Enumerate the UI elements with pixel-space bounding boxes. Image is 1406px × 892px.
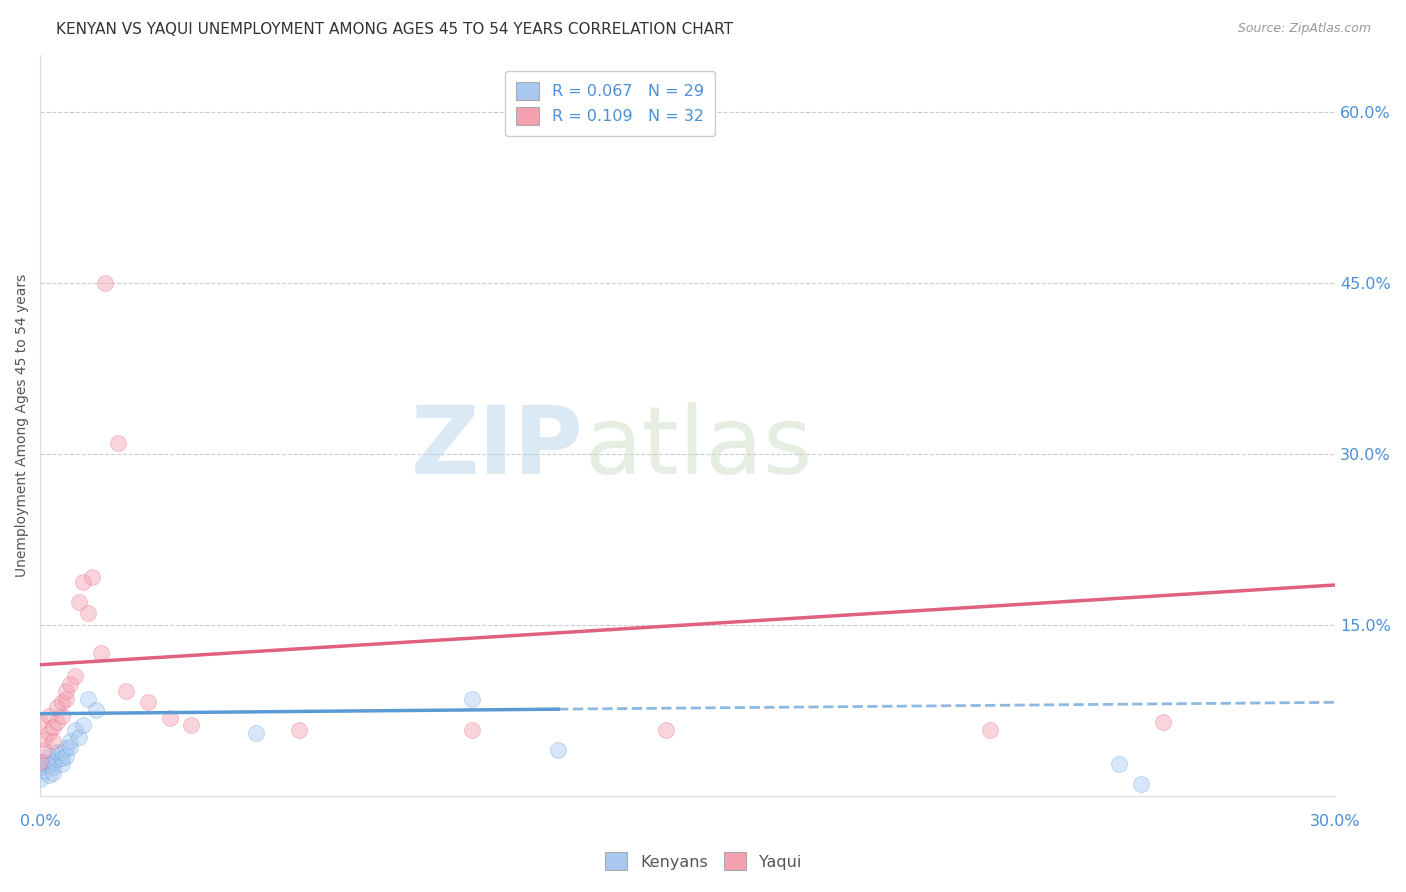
Point bbox=[42, 766, 65, 780]
Point bbox=[76, 607, 98, 621]
Point bbox=[159, 711, 181, 725]
Point bbox=[461, 692, 484, 706]
Point bbox=[461, 723, 484, 737]
Point bbox=[84, 703, 107, 717]
Point bbox=[1130, 777, 1153, 791]
Point bbox=[42, 760, 65, 774]
Point bbox=[55, 684, 77, 698]
Point bbox=[30, 714, 52, 729]
Point bbox=[34, 755, 56, 769]
Point bbox=[51, 746, 73, 760]
Point bbox=[42, 720, 65, 734]
Point bbox=[34, 764, 56, 778]
Point bbox=[46, 752, 69, 766]
Text: 30.0%: 30.0% bbox=[1310, 814, 1361, 830]
Point bbox=[38, 768, 60, 782]
Point bbox=[38, 709, 60, 723]
Point bbox=[76, 692, 98, 706]
Text: Source: ZipAtlas.com: Source: ZipAtlas.com bbox=[1237, 22, 1371, 36]
Point bbox=[30, 772, 52, 786]
Point bbox=[34, 743, 56, 757]
Point bbox=[46, 714, 69, 729]
Point bbox=[59, 734, 82, 748]
Point bbox=[51, 695, 73, 709]
Point bbox=[55, 740, 77, 755]
Point bbox=[67, 730, 90, 744]
Point bbox=[547, 743, 569, 757]
Point bbox=[38, 748, 60, 763]
Point bbox=[107, 435, 129, 450]
Legend: R = 0.067   N = 29, R = 0.109   N = 32: R = 0.067 N = 29, R = 0.109 N = 32 bbox=[505, 70, 714, 136]
Point bbox=[34, 731, 56, 746]
Point bbox=[55, 748, 77, 763]
Point bbox=[1152, 714, 1174, 729]
Text: atlas: atlas bbox=[583, 401, 813, 493]
Point bbox=[30, 760, 52, 774]
Point bbox=[30, 755, 52, 769]
Point bbox=[245, 726, 267, 740]
Point bbox=[72, 718, 94, 732]
Point bbox=[38, 756, 60, 771]
Point bbox=[42, 755, 65, 769]
Point bbox=[51, 751, 73, 765]
Point bbox=[80, 570, 103, 584]
Point bbox=[63, 669, 86, 683]
Text: 0.0%: 0.0% bbox=[20, 814, 60, 830]
Point bbox=[59, 677, 82, 691]
Point bbox=[1108, 756, 1130, 771]
Point bbox=[46, 746, 69, 760]
Point bbox=[59, 739, 82, 754]
Text: ZIP: ZIP bbox=[411, 401, 583, 493]
Point bbox=[655, 723, 678, 737]
Point bbox=[72, 574, 94, 589]
Point bbox=[51, 709, 73, 723]
Point bbox=[288, 723, 311, 737]
Text: KENYAN VS YAQUI UNEMPLOYMENT AMONG AGES 45 TO 54 YEARS CORRELATION CHART: KENYAN VS YAQUI UNEMPLOYMENT AMONG AGES … bbox=[56, 22, 734, 37]
Point bbox=[90, 646, 112, 660]
Point bbox=[46, 699, 69, 714]
Y-axis label: Unemployment Among Ages 45 to 54 years: Unemployment Among Ages 45 to 54 years bbox=[15, 274, 30, 577]
Point bbox=[55, 692, 77, 706]
Point bbox=[67, 595, 90, 609]
Point bbox=[94, 276, 117, 290]
Legend: Kenyans, Yaqui: Kenyans, Yaqui bbox=[599, 846, 807, 877]
Point bbox=[51, 756, 73, 771]
Point bbox=[979, 723, 1001, 737]
Point bbox=[42, 734, 65, 748]
Point bbox=[136, 695, 159, 709]
Point bbox=[180, 718, 202, 732]
Point bbox=[38, 726, 60, 740]
Point bbox=[115, 684, 138, 698]
Point bbox=[63, 723, 86, 737]
